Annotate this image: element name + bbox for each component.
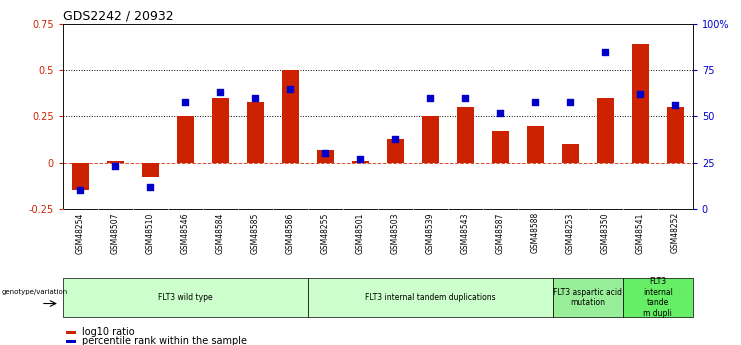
Point — [390, 136, 402, 141]
Bar — [66, 331, 76, 334]
Point — [215, 90, 227, 95]
Text: log10 ratio: log10 ratio — [82, 327, 135, 337]
Point — [179, 99, 191, 105]
Point — [144, 184, 156, 189]
Point — [354, 156, 366, 162]
Text: GSM48510: GSM48510 — [146, 212, 155, 254]
Text: percentile rank within the sample: percentile rank within the sample — [82, 336, 247, 345]
Point — [669, 102, 681, 108]
Bar — [212, 98, 229, 162]
Bar — [66, 341, 76, 343]
Text: GSM48254: GSM48254 — [76, 212, 85, 254]
Point — [459, 95, 471, 101]
Point — [425, 95, 436, 101]
Text: GSM48585: GSM48585 — [251, 212, 260, 254]
Point — [110, 164, 122, 169]
Text: GSM48503: GSM48503 — [391, 212, 400, 254]
Text: GSM48252: GSM48252 — [671, 212, 679, 254]
Text: GSM48539: GSM48539 — [426, 212, 435, 254]
Bar — [282, 70, 299, 162]
Bar — [107, 161, 124, 162]
Bar — [142, 162, 159, 177]
Text: genotype/variation: genotype/variation — [1, 289, 67, 295]
Text: GSM48587: GSM48587 — [496, 212, 505, 254]
Text: FLT3 wild type: FLT3 wild type — [158, 293, 213, 302]
Bar — [387, 139, 404, 162]
Point — [634, 91, 646, 97]
Bar — [631, 45, 649, 162]
Text: FLT3
internal
tande
m dupli: FLT3 internal tande m dupli — [643, 277, 673, 318]
Point — [494, 110, 506, 116]
Bar — [527, 126, 544, 162]
Text: GSM48253: GSM48253 — [566, 212, 575, 254]
Text: GSM48255: GSM48255 — [321, 212, 330, 254]
Bar — [456, 107, 474, 162]
Bar — [562, 144, 579, 162]
Point — [250, 95, 262, 101]
Text: GDS2242 / 20932: GDS2242 / 20932 — [63, 10, 173, 23]
Bar — [422, 116, 439, 162]
Text: GSM48586: GSM48586 — [286, 212, 295, 254]
Text: FLT3 aspartic acid
mutation: FLT3 aspartic acid mutation — [554, 288, 622, 307]
Point — [565, 99, 576, 105]
Text: GSM48543: GSM48543 — [461, 212, 470, 254]
Text: GSM48350: GSM48350 — [601, 212, 610, 254]
Text: GSM48541: GSM48541 — [636, 212, 645, 254]
Point — [599, 49, 611, 55]
Point — [529, 99, 541, 105]
Text: GSM48588: GSM48588 — [531, 212, 540, 254]
Bar — [667, 107, 684, 162]
Bar — [623, 278, 693, 317]
Bar — [72, 162, 89, 190]
Bar — [491, 131, 509, 162]
Bar — [247, 102, 265, 162]
Bar — [316, 150, 334, 162]
Bar — [597, 98, 614, 162]
Bar — [553, 278, 623, 317]
Bar — [352, 161, 369, 162]
Point — [75, 187, 87, 193]
Bar — [63, 278, 308, 317]
Text: GSM48501: GSM48501 — [356, 212, 365, 254]
Bar — [176, 116, 194, 162]
Point — [319, 150, 331, 156]
Text: GSM48584: GSM48584 — [216, 212, 225, 254]
Bar — [308, 278, 553, 317]
Text: GSM48507: GSM48507 — [111, 212, 120, 254]
Point — [285, 86, 296, 91]
Text: GSM48546: GSM48546 — [181, 212, 190, 254]
Text: FLT3 internal tandem duplications: FLT3 internal tandem duplications — [365, 293, 496, 302]
